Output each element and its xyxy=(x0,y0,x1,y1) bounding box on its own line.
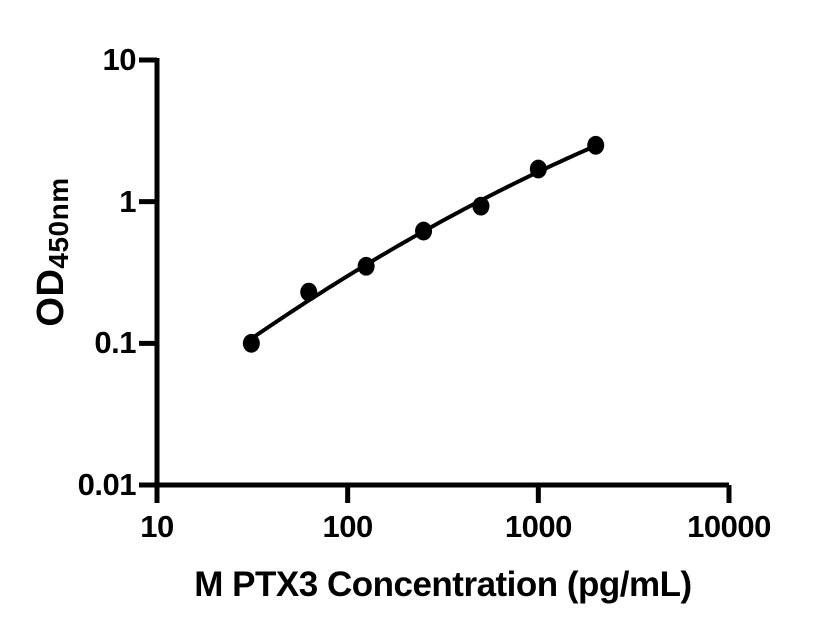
data-point-marker xyxy=(242,333,260,353)
x-tick-label: 1000 xyxy=(504,509,572,544)
data-point-marker xyxy=(357,256,375,276)
data-point-marker xyxy=(587,135,605,155)
data-point-marker xyxy=(529,159,547,179)
y-tick-label: 10 xyxy=(102,42,137,77)
y-tick-label: 0.01 xyxy=(77,467,137,502)
y-tick-label: 1 xyxy=(119,183,136,219)
y-axis-title-main: OD xyxy=(30,268,72,327)
axis-spines xyxy=(154,58,729,488)
data-point-marker xyxy=(300,282,318,302)
x-tick-label: 100 xyxy=(322,509,374,544)
x-tick-label: 10 xyxy=(140,509,174,544)
data-point-marker xyxy=(415,221,433,241)
x-tick-label: 10000 xyxy=(687,509,771,544)
x-axis-title: M PTX3 Concentration (pg/mL) xyxy=(194,565,692,604)
data-point-marker xyxy=(472,196,490,216)
y-tick-label: 0.1 xyxy=(94,325,136,361)
